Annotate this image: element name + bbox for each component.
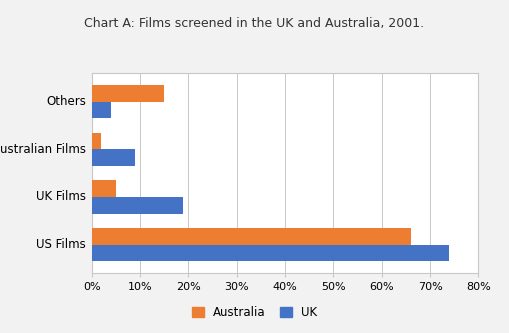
Text: Chart A: Films screened in the UK and Australia, 2001.: Chart A: Films screened in the UK and Au… [84,17,425,30]
Bar [92,244,449,261]
Bar [92,228,411,244]
Bar [92,85,164,102]
Bar [92,133,101,150]
Bar [92,102,111,119]
Bar [92,197,183,213]
Bar [92,150,135,166]
Legend: Australia, UK: Australia, UK [187,301,322,324]
Bar [92,180,116,197]
